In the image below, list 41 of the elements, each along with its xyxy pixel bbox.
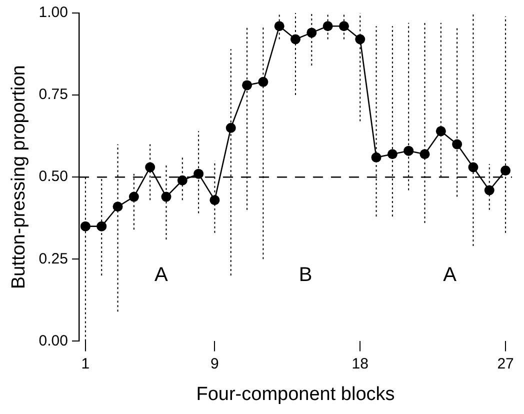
point	[452, 139, 462, 150]
y-axis-title: Button-pressing proportion	[8, 65, 30, 290]
point	[387, 149, 398, 160]
point	[226, 122, 236, 133]
x-tick-label: 1	[81, 355, 90, 372]
x-tick-label: 27	[497, 355, 514, 372]
y-tick-label: 0.25	[38, 250, 68, 268]
point	[404, 146, 414, 156]
point	[306, 28, 317, 38]
point	[80, 221, 90, 232]
point	[96, 221, 107, 232]
annotation: A	[443, 264, 458, 286]
point	[145, 162, 156, 172]
annotation: B	[298, 264, 312, 286]
annotation: A	[154, 264, 168, 286]
x-tick-label: 9	[210, 355, 219, 372]
point	[468, 162, 478, 172]
point	[322, 21, 333, 32]
y-tick-label: 0.00	[38, 332, 68, 350]
point	[338, 21, 349, 32]
point	[371, 152, 382, 162]
point	[194, 168, 204, 179]
point	[436, 126, 446, 136]
point	[128, 192, 139, 202]
point	[161, 192, 172, 202]
point	[484, 185, 494, 196]
point	[177, 175, 188, 186]
point	[355, 34, 366, 44]
y-tick-label: 1.00	[38, 4, 68, 22]
point	[290, 34, 300, 44]
x-tick-label: 18	[352, 355, 368, 372]
y-tick-label: 0.75	[38, 86, 68, 104]
point	[420, 149, 430, 160]
point	[258, 76, 268, 87]
point	[112, 202, 123, 212]
point	[274, 21, 284, 32]
point	[242, 80, 252, 90]
point	[210, 195, 220, 206]
point	[500, 166, 511, 176]
y-tick-label: 0.50	[38, 168, 68, 186]
x-axis-title: Four-component blocks	[196, 384, 395, 405]
